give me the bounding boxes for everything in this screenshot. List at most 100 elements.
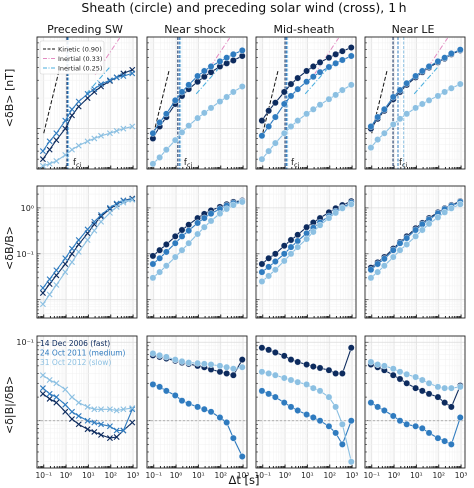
data-point xyxy=(75,237,82,243)
data-point xyxy=(106,204,113,211)
data-point xyxy=(325,393,333,401)
data-point xyxy=(171,232,179,240)
data-point xyxy=(338,86,346,94)
data-point xyxy=(53,137,60,144)
data-point xyxy=(171,96,179,104)
data-point xyxy=(294,74,302,82)
data-point xyxy=(106,77,113,84)
data-point xyxy=(434,214,442,221)
panel-r1-c1 xyxy=(146,185,248,319)
data-point xyxy=(265,346,273,354)
data-point xyxy=(149,274,157,282)
data-point xyxy=(287,80,295,88)
data-point xyxy=(39,148,46,155)
data-point xyxy=(185,400,193,408)
data-point xyxy=(447,84,455,92)
x-tick-label: 10² xyxy=(214,471,227,480)
data-point xyxy=(396,417,404,425)
data-point xyxy=(347,458,355,466)
row-labels: <δB> [nT] <δB/B> <δ|B|/δB> xyxy=(3,69,16,434)
data-point xyxy=(396,246,404,254)
data-point xyxy=(316,364,324,372)
data-point xyxy=(309,228,317,236)
data-point xyxy=(412,104,419,112)
data-point xyxy=(403,379,411,387)
data-point xyxy=(156,246,164,254)
data-point xyxy=(280,100,288,108)
data-point xyxy=(294,85,302,93)
data-point xyxy=(309,414,317,421)
data-point xyxy=(200,214,208,222)
data-point xyxy=(171,356,179,364)
data-point xyxy=(229,50,237,58)
data-point xyxy=(389,412,397,420)
slope-legend-box xyxy=(39,40,105,75)
data-point xyxy=(156,154,164,161)
panel-r1-c2 xyxy=(255,185,357,319)
panel-r0-c1: fci xyxy=(146,36,248,170)
data-point xyxy=(229,57,237,64)
x-axis-label: Δt [s] xyxy=(229,473,260,487)
panel-r0-c3: fci xyxy=(364,36,466,170)
data-point xyxy=(303,381,310,388)
slope-legend: Kinetic (0.90)Inertial (0.33) Inertial (0… xyxy=(39,40,105,75)
data-point xyxy=(149,129,157,137)
slope-guide-line xyxy=(153,69,170,134)
data-point xyxy=(178,246,186,254)
column-titles: Preceding SW Near shock Mid-sheath Near … xyxy=(47,23,434,36)
data-point xyxy=(98,431,105,438)
data-point xyxy=(156,383,164,391)
row-label-db: <δB> [nT] xyxy=(3,69,16,127)
data-point xyxy=(113,427,120,434)
x-tick-label: 10⁻¹ xyxy=(35,471,52,480)
data-point xyxy=(91,227,98,234)
event-legend: 14 Dec 2006 (fast)24 Oct 2011 (medium)31… xyxy=(40,339,126,367)
slope-guide-line xyxy=(195,65,222,95)
panel-background xyxy=(365,336,465,468)
data-point xyxy=(425,63,433,70)
data-point xyxy=(309,384,317,392)
data-point xyxy=(149,252,157,260)
data-point xyxy=(106,130,113,137)
data-point xyxy=(271,139,279,147)
data-point xyxy=(316,68,324,76)
x-tick-label: 10¹ xyxy=(192,471,205,480)
data-point xyxy=(258,117,266,124)
data-point xyxy=(53,130,60,137)
data-point xyxy=(280,257,288,265)
data-point xyxy=(207,63,215,70)
data-point xyxy=(380,255,388,263)
data-point xyxy=(280,374,288,382)
panel-frame xyxy=(36,185,138,319)
data-point xyxy=(403,110,411,118)
data-point xyxy=(216,57,224,65)
data-point xyxy=(62,269,69,276)
data-point xyxy=(238,83,246,90)
data-point xyxy=(456,414,464,421)
data-point xyxy=(75,103,82,110)
data-point xyxy=(238,198,246,206)
x-tick-label: 10¹ xyxy=(301,471,314,480)
data-point xyxy=(316,387,324,395)
data-point xyxy=(303,411,310,418)
data-point xyxy=(84,403,91,410)
data-point xyxy=(53,281,60,288)
data-point xyxy=(91,86,98,93)
data-point xyxy=(374,361,382,368)
data-point xyxy=(106,209,113,216)
data-point xyxy=(338,204,346,212)
data-point xyxy=(265,147,273,155)
data-point xyxy=(374,268,382,276)
data-point xyxy=(238,453,246,460)
data-point xyxy=(129,419,136,426)
data-point xyxy=(447,440,455,448)
data-point xyxy=(185,359,193,367)
data-point xyxy=(389,93,397,101)
data-point xyxy=(39,290,46,297)
data-point xyxy=(303,110,310,118)
data-point xyxy=(98,132,105,139)
data-point xyxy=(258,344,266,352)
data-point xyxy=(265,123,273,130)
data-point xyxy=(200,360,208,368)
data-point xyxy=(129,70,136,77)
